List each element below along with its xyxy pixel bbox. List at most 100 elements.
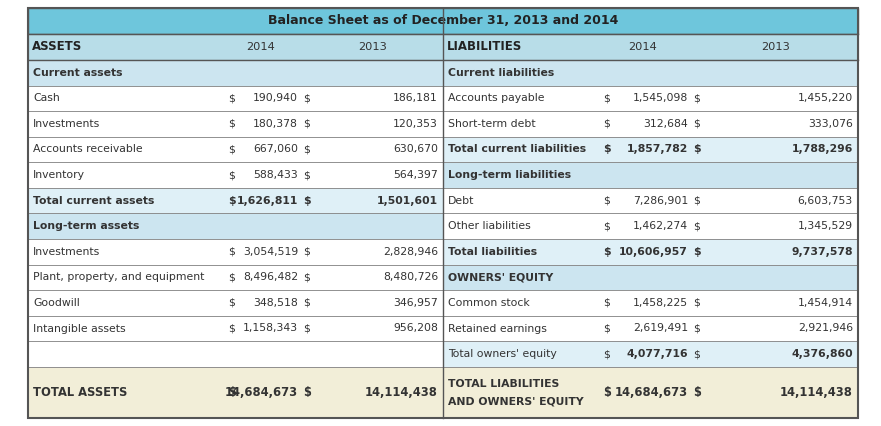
Text: 8,480,726: 8,480,726 [382, 272, 438, 282]
Text: 14,114,438: 14,114,438 [780, 386, 853, 399]
Text: $: $ [603, 349, 610, 359]
Text: 2,828,946: 2,828,946 [383, 247, 438, 257]
Text: Current assets: Current assets [33, 68, 122, 78]
Text: $: $ [693, 93, 700, 104]
Text: 667,060: 667,060 [253, 144, 298, 155]
Text: Debt: Debt [448, 196, 474, 206]
Text: Balance Sheet as of December 31, 2013 and 2014: Balance Sheet as of December 31, 2013 an… [268, 14, 618, 28]
Text: Common stock: Common stock [448, 298, 529, 308]
Text: 1,454,914: 1,454,914 [798, 298, 853, 308]
Text: ASSETS: ASSETS [32, 40, 82, 54]
Text: 1,788,296: 1,788,296 [792, 144, 853, 155]
Text: $: $ [693, 386, 701, 399]
Text: 1,158,343: 1,158,343 [243, 323, 298, 334]
Text: OWNERS' EQUITY: OWNERS' EQUITY [448, 272, 553, 282]
Bar [443, 213, 858, 239]
Bar [28, 213, 443, 239]
Text: 1,857,782: 1,857,782 [626, 144, 688, 155]
Text: 348,518: 348,518 [253, 298, 298, 308]
Text: 1,458,225: 1,458,225 [633, 298, 688, 308]
Text: TOTAL LIABILITIES: TOTAL LIABILITIES [448, 379, 559, 389]
Bar [443, 239, 858, 265]
Text: $: $ [228, 170, 235, 180]
Text: $: $ [693, 119, 700, 129]
Text: 190,940: 190,940 [253, 93, 298, 104]
Text: $: $ [228, 272, 235, 282]
Bar [28, 34, 858, 60]
Text: 2,619,491: 2,619,491 [633, 323, 688, 334]
Bar [28, 265, 443, 290]
Text: 14,684,673: 14,684,673 [615, 386, 688, 399]
Text: $: $ [303, 386, 311, 399]
Text: 630,670: 630,670 [393, 144, 438, 155]
Text: 2013: 2013 [359, 42, 388, 52]
Text: 9,737,578: 9,737,578 [791, 247, 853, 257]
Text: $: $ [693, 196, 700, 206]
Text: 120,353: 120,353 [393, 119, 438, 129]
Text: $: $ [693, 349, 700, 359]
Bar [443, 341, 858, 367]
Bar [28, 239, 443, 265]
Text: $: $ [303, 323, 310, 334]
Text: 1,501,601: 1,501,601 [377, 196, 438, 206]
Text: $: $ [693, 323, 700, 334]
Text: 1,462,274: 1,462,274 [633, 221, 688, 231]
Text: $: $ [228, 247, 235, 257]
Text: 7,286,901: 7,286,901 [633, 196, 688, 206]
Text: 1,455,220: 1,455,220 [798, 93, 853, 104]
Text: $: $ [303, 119, 310, 129]
Text: $: $ [603, 323, 610, 334]
Text: $: $ [228, 323, 235, 334]
Text: $: $ [303, 247, 310, 257]
Text: 4,077,716: 4,077,716 [626, 349, 688, 359]
Text: 6,603,753: 6,603,753 [798, 196, 853, 206]
Text: $: $ [228, 119, 235, 129]
Text: LIABILITIES: LIABILITIES [447, 40, 522, 54]
Bar [443, 316, 858, 341]
Text: Plant, property, and equipment: Plant, property, and equipment [33, 272, 204, 282]
Text: TOTAL ASSETS: TOTAL ASSETS [33, 386, 128, 399]
Text: Other liabilities: Other liabilities [448, 221, 530, 231]
Text: $: $ [603, 298, 610, 308]
Bar [28, 341, 443, 367]
Text: $: $ [303, 170, 310, 180]
Text: 1,626,811: 1,626,811 [237, 196, 298, 206]
Text: $: $ [303, 272, 310, 282]
Text: Investments: Investments [33, 119, 100, 129]
Text: 8,496,482: 8,496,482 [243, 272, 298, 282]
Text: Total owners' equity: Total owners' equity [448, 349, 557, 359]
Text: 312,684: 312,684 [643, 119, 688, 129]
Text: 186,181: 186,181 [393, 93, 438, 104]
Text: Goodwill: Goodwill [33, 298, 80, 308]
Text: $: $ [603, 119, 610, 129]
Text: Short-term debt: Short-term debt [448, 119, 536, 129]
Bar [443, 367, 858, 418]
Text: $: $ [603, 93, 610, 104]
Text: 564,397: 564,397 [393, 170, 438, 180]
Text: $: $ [228, 144, 235, 155]
Text: Intangible assets: Intangible assets [33, 323, 126, 334]
Bar [443, 137, 858, 162]
Text: Investments: Investments [33, 247, 100, 257]
Bar [28, 137, 443, 162]
Text: 2014: 2014 [246, 42, 275, 52]
Bar [443, 188, 858, 213]
Text: Total current liabilities: Total current liabilities [448, 144, 586, 155]
Text: 180,378: 180,378 [253, 119, 298, 129]
Text: Current liabilities: Current liabilities [448, 68, 554, 78]
Text: $: $ [693, 247, 700, 257]
Text: 333,076: 333,076 [808, 119, 853, 129]
Text: Long-term liabilities: Long-term liabilities [448, 170, 571, 180]
Text: 4,376,860: 4,376,860 [791, 349, 853, 359]
Bar [443, 162, 858, 188]
Text: $: $ [603, 386, 611, 399]
Bar [443, 111, 858, 137]
Text: 10,606,957: 10,606,957 [619, 247, 688, 257]
Text: 956,208: 956,208 [393, 323, 438, 334]
Text: $: $ [603, 221, 610, 231]
Text: 588,433: 588,433 [253, 170, 298, 180]
Text: $: $ [228, 196, 235, 206]
Bar [443, 265, 858, 290]
Text: Accounts receivable: Accounts receivable [33, 144, 143, 155]
Text: 1,545,098: 1,545,098 [633, 93, 688, 104]
